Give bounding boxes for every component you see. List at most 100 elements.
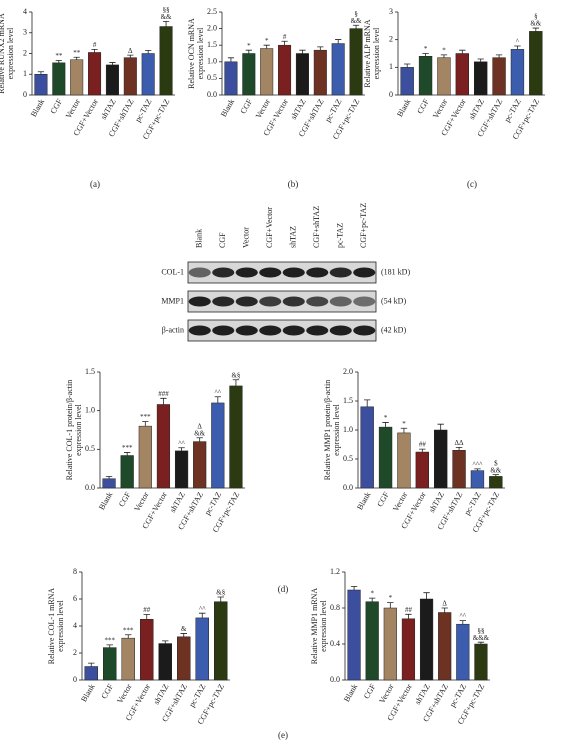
error-bar <box>160 397 167 405</box>
error-bar <box>180 633 187 637</box>
x-tick-label: CGF <box>239 97 255 115</box>
blot-row-label: β-actin <box>162 325 184 334</box>
blot-band <box>306 267 329 278</box>
blot-band <box>353 267 376 278</box>
blot-band <box>329 325 352 336</box>
bar <box>158 643 172 681</box>
bar <box>229 385 243 489</box>
error-bar <box>352 24 360 29</box>
y-axis-label: expression level <box>196 27 205 80</box>
y-tick-label: 4 <box>23 7 27 16</box>
significance-mark: ### <box>158 390 169 398</box>
significance-mark: ** <box>73 49 81 57</box>
blot-size-label: (54 kD) <box>381 296 406 305</box>
significance-mark: Δ <box>197 422 202 430</box>
significance-mark: * <box>247 42 251 50</box>
error-bar <box>441 607 448 613</box>
y-axis-label: Relative MMP1 mRNA <box>310 588 319 665</box>
y-axis-label: Relative ALP mRNA <box>363 19 372 87</box>
blot-band <box>235 267 258 278</box>
y-tick-label: 2 <box>23 48 27 57</box>
significance-mark: * <box>389 594 393 602</box>
x-tick-label: Vector <box>391 490 409 513</box>
bar <box>474 61 488 96</box>
x-tick-label: shTAZ <box>168 490 187 514</box>
blot-band <box>329 267 352 278</box>
significance-mark: ## <box>143 606 151 614</box>
bar <box>123 57 137 96</box>
y-tick-label: 1.0 <box>85 405 95 414</box>
blot-size-label: (181 kD) <box>381 267 410 276</box>
lane-label: Vector <box>242 227 251 248</box>
blot-band <box>212 267 235 278</box>
error-bar <box>514 45 521 50</box>
lane-label: Blank <box>195 229 204 248</box>
bar <box>474 643 488 681</box>
bar <box>159 26 173 96</box>
y-axis-label: Relative MMP1 protein/β-actin <box>323 380 332 481</box>
bar <box>278 44 292 96</box>
error-bar <box>142 421 149 427</box>
y-tick-label: 2 <box>389 34 393 43</box>
error-bar <box>145 49 152 54</box>
error-bar <box>477 641 485 644</box>
blot-band <box>188 296 211 307</box>
y-tick-label: 8 <box>73 567 77 576</box>
y-tick-label: 2.0 <box>207 23 217 32</box>
error-bar <box>162 20 170 27</box>
blot-band <box>282 296 305 307</box>
error-bar <box>105 476 113 479</box>
significance-mark: ^ <box>516 38 520 46</box>
error-bar <box>127 54 134 58</box>
x-tick-label: Blank <box>79 682 96 703</box>
bar <box>349 28 363 96</box>
bar <box>242 53 256 96</box>
bar <box>418 56 433 96</box>
bar <box>434 429 448 489</box>
y-tick-label: 0.4 <box>330 639 340 648</box>
y-tick-label: 0.0 <box>85 483 95 492</box>
bar <box>492 57 506 96</box>
significance-mark: # <box>93 41 97 49</box>
lane-label: pc-TAZ <box>336 223 345 248</box>
significance-mark: &&& <box>473 634 490 642</box>
bar <box>177 636 191 681</box>
blot-box <box>187 290 377 313</box>
x-tick-label: Vector <box>254 97 272 120</box>
x-tick-label: shTAZ <box>152 682 171 706</box>
significance-mark: * <box>384 414 388 422</box>
error-bar <box>37 71 45 75</box>
blot-band <box>306 296 329 307</box>
significance-mark: ** <box>55 52 63 60</box>
error-bar <box>474 468 481 471</box>
y-tick-label: 2.0 <box>343 367 353 376</box>
x-tick-label: CGF <box>117 490 133 508</box>
significance-mark: Δ <box>128 47 133 55</box>
blot-row-label: MMP1 <box>161 296 184 305</box>
bar <box>437 57 451 96</box>
blot-band <box>306 325 329 336</box>
error-bar <box>363 399 371 407</box>
error-bar <box>422 53 429 57</box>
significance-mark: *** <box>123 626 134 634</box>
error-bar <box>317 46 324 51</box>
error-bar <box>387 602 394 608</box>
significance-mark: * <box>402 420 406 428</box>
bar <box>138 425 152 489</box>
bar <box>102 478 116 489</box>
error-bar <box>214 396 221 403</box>
error-bar <box>178 447 185 451</box>
bar <box>174 450 189 489</box>
bar <box>140 619 154 681</box>
blot-band <box>235 325 258 336</box>
bar <box>103 647 117 681</box>
panel-label: (d) <box>278 584 289 594</box>
bar <box>193 441 207 489</box>
y-tick-label: 0 <box>73 675 77 684</box>
y-tick-label: 3 <box>389 7 393 16</box>
significance-mark: && <box>490 466 501 474</box>
panel-label: (c) <box>467 179 477 189</box>
y-axis-label: expression level <box>56 599 65 652</box>
x-tick-label: shTAZ <box>467 97 486 121</box>
significance-mark: §§ <box>477 627 484 635</box>
